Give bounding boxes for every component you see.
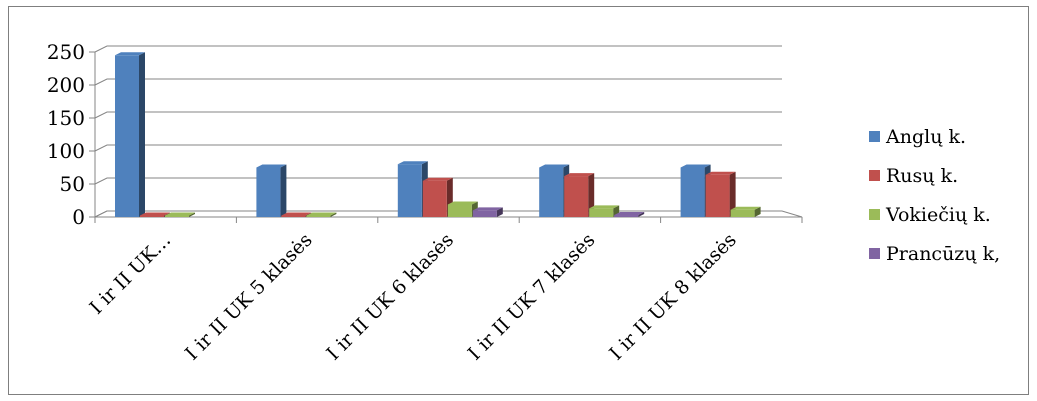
bar (140, 215, 164, 217)
chart-frame: 0 50 100 150 200 250 I ir II UK… I ir II UK 5 k… (8, 6, 1029, 395)
bar-side (496, 207, 503, 217)
bar-top (281, 212, 312, 216)
legend-label: Prancūzų k, (886, 243, 1000, 265)
gridline (94, 45, 782, 53)
x-tick-label: I ir II UK 6 klasės (322, 229, 458, 365)
bar (680, 167, 705, 217)
x-tick-label: I ir II UK 8 klasės (605, 229, 741, 365)
x-tick-label: I ir II UK… (85, 229, 175, 319)
bar (165, 215, 189, 217)
bar-side (280, 164, 287, 217)
bar-chart: 0 50 100 150 200 250 I ir II UK… I ir II UK 5 k… (47, 40, 1000, 365)
bar-side (638, 212, 645, 217)
bar-top (447, 201, 478, 205)
bar-top (680, 164, 711, 168)
bar-top (589, 205, 620, 209)
bar-top (422, 177, 453, 181)
bar-side (729, 171, 736, 217)
bar (730, 209, 755, 217)
bar-top (705, 171, 736, 175)
bar-top (140, 212, 170, 216)
bar-top (539, 164, 570, 168)
y-tick-label: 200 (47, 73, 85, 97)
y-tick-label: 150 (47, 106, 85, 130)
bar-side (189, 212, 195, 217)
bar-side (139, 52, 145, 217)
x-tick-label: I ir II UK 5 klasės (181, 229, 317, 365)
legend-label: Anglų k. (885, 126, 966, 148)
bar (472, 210, 497, 217)
bar-side (754, 206, 761, 217)
legend-swatch (869, 131, 880, 142)
y-tick-label: 50 (60, 172, 85, 196)
bar (115, 55, 139, 217)
bar-top (306, 212, 337, 216)
y-tick-label: 100 (47, 139, 85, 163)
bar (705, 174, 730, 217)
bar (614, 215, 639, 217)
legend-swatch (869, 248, 880, 259)
bar (447, 204, 472, 217)
bar (539, 167, 564, 217)
legend-swatch (869, 170, 880, 181)
gridline (94, 111, 782, 119)
bar-top (730, 206, 761, 210)
bar-side (588, 173, 595, 217)
legend-label: Vokiečių k. (885, 204, 991, 226)
bar-top (472, 207, 503, 211)
bar (422, 180, 447, 217)
bar (256, 167, 281, 217)
bar (397, 164, 422, 217)
bar (281, 215, 306, 217)
y-tick-label: 0 (72, 205, 85, 229)
bar-top (165, 212, 195, 216)
bar-side (330, 212, 337, 217)
bar-top (256, 164, 287, 168)
y-tick-label: 250 (47, 40, 85, 64)
x-tick-label: I ir II UK 7 klasės (464, 229, 600, 365)
bar-top (564, 173, 595, 177)
gridline (94, 78, 782, 86)
bar-top (614, 212, 645, 216)
bar (306, 215, 331, 217)
bar-top (397, 161, 428, 165)
bar (589, 208, 614, 217)
gridline (94, 144, 782, 152)
legend-label: Rusų k. (886, 165, 958, 187)
legend-swatch (869, 209, 880, 220)
bar-top (115, 52, 145, 56)
bar (564, 176, 589, 217)
